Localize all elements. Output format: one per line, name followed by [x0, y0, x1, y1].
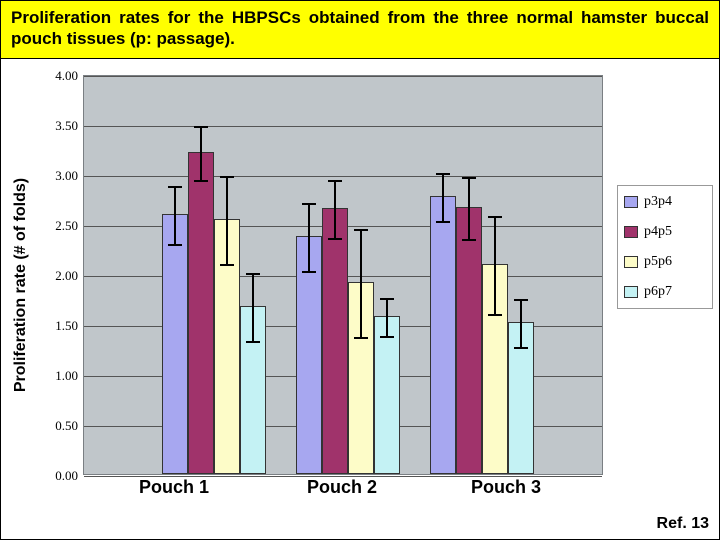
error-bar: [360, 229, 362, 339]
x-label-pouch3: Pouch 3: [431, 477, 581, 498]
swatch-p3p4: [624, 196, 638, 208]
legend: p3p4 p4p5 p5p6 p6p7: [617, 185, 713, 309]
swatch-p5p6: [624, 256, 638, 268]
legend-item-p6p7: p6p7: [624, 284, 706, 300]
legend-item-p3p4: p3p4: [624, 194, 706, 210]
error-bar: [226, 176, 228, 266]
error-bar: [386, 298, 388, 338]
y-tick-label: 0.00: [55, 468, 78, 484]
swatch-p4p5: [624, 226, 638, 238]
gridline: [84, 176, 602, 177]
bar-p3p4: [162, 214, 188, 474]
bar-p4p5: [322, 208, 348, 474]
y-tick-label: 1.50: [55, 318, 78, 334]
error-bar: [442, 173, 444, 223]
x-label-pouch2: Pouch 2: [267, 477, 417, 498]
y-tick-label: 1.00: [55, 368, 78, 384]
y-tick-label: 0.50: [55, 418, 78, 434]
gridline: [84, 76, 602, 77]
error-bar: [308, 203, 310, 273]
bar-p3p4: [430, 196, 456, 474]
bar-p4p5: [188, 152, 214, 474]
title-banner: Proliferation rates for the HBPSCs obtai…: [1, 1, 719, 59]
error-bar: [252, 273, 254, 343]
chart-container: Proliferation rate (# of folds) 0.000.50…: [11, 65, 711, 505]
error-bar: [494, 216, 496, 316]
swatch-p6p7: [624, 286, 638, 298]
legend-label: p4p5: [644, 224, 672, 240]
error-bar: [200, 126, 202, 182]
y-tick-label: 3.50: [55, 118, 78, 134]
legend-label: p3p4: [644, 194, 672, 210]
error-bar: [174, 186, 176, 246]
y-axis-label: Proliferation rate (# of folds): [9, 105, 33, 465]
bar-p6p7: [374, 316, 400, 474]
error-bar: [334, 180, 336, 240]
y-tick-label: 4.00: [55, 68, 78, 84]
legend-item-p4p5: p4p5: [624, 224, 706, 240]
reference-label: Ref. 13: [657, 515, 709, 533]
legend-label: p6p7: [644, 284, 672, 300]
y-tick-label: 2.50: [55, 218, 78, 234]
error-bar: [520, 299, 522, 349]
y-tick-label: 2.00: [55, 268, 78, 284]
plot-area: 0.000.501.001.502.002.503.003.504.00: [83, 75, 603, 475]
y-axis-label-text: Proliferation rate (# of folds): [12, 178, 30, 392]
x-label-pouch1: Pouch 1: [99, 477, 249, 498]
error-bar: [468, 177, 470, 241]
legend-item-p5p6: p5p6: [624, 254, 706, 270]
bar-p4p5: [456, 207, 482, 474]
gridline: [84, 126, 602, 127]
page-title: Proliferation rates for the HBPSCs obtai…: [11, 7, 709, 50]
legend-label: p5p6: [644, 254, 672, 270]
y-tick-label: 3.00: [55, 168, 78, 184]
slide-root: Proliferation rates for the HBPSCs obtai…: [0, 0, 720, 540]
